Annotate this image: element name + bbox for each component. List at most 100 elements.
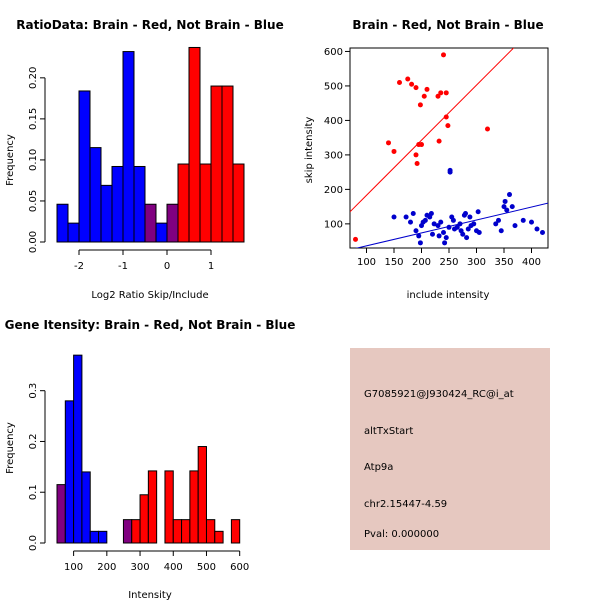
scatter-point-brain bbox=[435, 93, 441, 99]
histogram-bar-red bbox=[131, 519, 141, 544]
y-tick-label: 600 bbox=[324, 47, 343, 58]
scatter-point-brain bbox=[436, 138, 442, 144]
x-tick-label: 100 bbox=[357, 257, 376, 268]
y-tick-label: 0.2 bbox=[28, 434, 39, 450]
histogram-bar-red bbox=[181, 519, 191, 544]
scatter-point-brain bbox=[386, 140, 391, 146]
histogram-bar-red bbox=[221, 85, 234, 243]
scatter-point-brain bbox=[485, 126, 490, 132]
scatter-point-brain bbox=[413, 85, 419, 91]
scatter-point-not-brain bbox=[460, 231, 466, 237]
scatter-plot-frame bbox=[349, 47, 549, 249]
histogram-bar-red bbox=[205, 519, 216, 544]
histogram-bar-red bbox=[199, 163, 212, 243]
scatter-point-brain bbox=[413, 152, 419, 158]
histogram-bar-red bbox=[188, 46, 201, 243]
scatter-point-not-brain bbox=[507, 192, 512, 198]
histogram-bar-blue bbox=[89, 530, 100, 544]
histogram-bar-blue bbox=[56, 203, 69, 243]
scatter-point-not-brain bbox=[463, 211, 468, 217]
gene-histogram-xlabel: Intensity bbox=[128, 590, 172, 600]
gene-intensity-histogram: Gene Itensity: Brain - Red, Not Brain - … bbox=[5, 318, 296, 600]
histogram-bar-blue bbox=[64, 400, 75, 544]
scatter-point-not-brain bbox=[496, 217, 501, 223]
scatter-point-not-brain bbox=[447, 169, 453, 175]
scatter-point-not-brain bbox=[446, 224, 452, 230]
x-tick-label: 250 bbox=[439, 257, 458, 268]
p-value: Pval: 0.000000 bbox=[364, 529, 439, 540]
probe-id: G7085921@J930424_RC@i_at bbox=[364, 389, 514, 400]
y-tick-label: 0.10 bbox=[28, 149, 39, 171]
y-tick-label: 0.20 bbox=[28, 67, 39, 89]
histogram-bar-red bbox=[197, 446, 207, 544]
scatter-point-brain bbox=[353, 236, 358, 242]
scatter-point-brain bbox=[443, 90, 449, 96]
y-tick-label: 0.05 bbox=[28, 190, 39, 212]
scatter-point-not-brain bbox=[431, 221, 437, 227]
scatter-point-not-brain bbox=[512, 223, 518, 229]
scatter-point-not-brain bbox=[416, 233, 422, 239]
y-tick-label: 0.00 bbox=[28, 231, 39, 253]
histogram-bar-blue bbox=[155, 222, 168, 243]
scatter-point-not-brain bbox=[403, 214, 409, 220]
histogram-bar-blue bbox=[89, 147, 102, 243]
scatter-point-brain bbox=[421, 93, 427, 99]
x-tick-label: 500 bbox=[197, 562, 216, 573]
scatter-point-not-brain bbox=[504, 207, 510, 213]
histogram-bar-red bbox=[172, 519, 183, 544]
scatter-point-not-brain bbox=[476, 229, 482, 235]
histogram-bar-blue bbox=[100, 184, 113, 243]
x-tick-label: 350 bbox=[494, 257, 513, 268]
scatter-point-brain bbox=[443, 114, 449, 120]
y-tick-label: 0.0 bbox=[28, 535, 39, 551]
scatter-point-not-brain bbox=[454, 224, 460, 230]
scatter-ylabel: skip intensity bbox=[304, 117, 315, 184]
ratio-histogram-ylabel: Frequency bbox=[5, 134, 16, 186]
histogram-bar-blue bbox=[81, 471, 91, 544]
scatter-point-not-brain bbox=[493, 221, 499, 227]
x-tick-label: -2 bbox=[74, 261, 84, 272]
scatter-point-not-brain bbox=[410, 211, 416, 217]
histogram-bar-red bbox=[232, 163, 245, 243]
scatter-point-not-brain bbox=[435, 223, 441, 229]
scatter-point-brain bbox=[397, 79, 402, 85]
scatter-point-not-brain bbox=[443, 235, 449, 241]
event-type: altTxStart bbox=[364, 426, 413, 437]
scatter-point-not-brain bbox=[408, 219, 413, 225]
scatter-point-not-brain bbox=[498, 228, 504, 234]
histogram-bar-blue bbox=[122, 519, 133, 544]
x-tick-label: 400 bbox=[522, 257, 541, 268]
histogram-bar-blue bbox=[133, 165, 146, 243]
scatter-point-brain bbox=[414, 161, 420, 167]
y-tick-label: 500 bbox=[324, 81, 343, 92]
histogram-bar-blue bbox=[78, 90, 91, 243]
scatter-point-not-brain bbox=[457, 221, 463, 227]
histogram-bar-blue bbox=[122, 51, 135, 243]
scatter-point-brain bbox=[438, 90, 444, 96]
scatter-point-not-brain bbox=[428, 211, 434, 217]
scatter-point-brain bbox=[445, 123, 451, 129]
histogram-bar-blue bbox=[166, 203, 179, 243]
scatter-point-not-brain bbox=[442, 240, 448, 246]
histogram-bar-red bbox=[139, 494, 149, 544]
scatter-point-not-brain bbox=[509, 204, 515, 210]
histogram-bar-blue bbox=[111, 165, 124, 243]
genomic-location: chr2.15447-4.59 bbox=[364, 499, 447, 510]
scatter-point-not-brain bbox=[529, 219, 534, 225]
ratio-histogram: RatioData: Brain - Red, Not Brain - Blue… bbox=[5, 18, 284, 301]
scatter-point-brain bbox=[405, 76, 411, 82]
fit-line-brain bbox=[350, 48, 515, 213]
y-tick-label: 400 bbox=[324, 116, 343, 127]
scatter-point-not-brain bbox=[413, 228, 419, 234]
intensity-scatter: Brain - Red, Not Brain - Blue include in… bbox=[304, 18, 549, 301]
scatter-point-not-brain bbox=[391, 214, 397, 220]
scatter-point-not-brain bbox=[467, 214, 473, 220]
scatter-point-not-brain bbox=[430, 231, 435, 237]
histogram-bar-blue bbox=[144, 203, 157, 243]
y-tick-label: 100 bbox=[324, 219, 343, 230]
x-tick-label: 300 bbox=[130, 562, 149, 573]
histogram-bar-blue bbox=[67, 222, 80, 243]
ratio-histogram-title: RatioData: Brain - Red, Not Brain - Blue bbox=[16, 18, 283, 32]
histogram-bar-red bbox=[189, 470, 199, 544]
